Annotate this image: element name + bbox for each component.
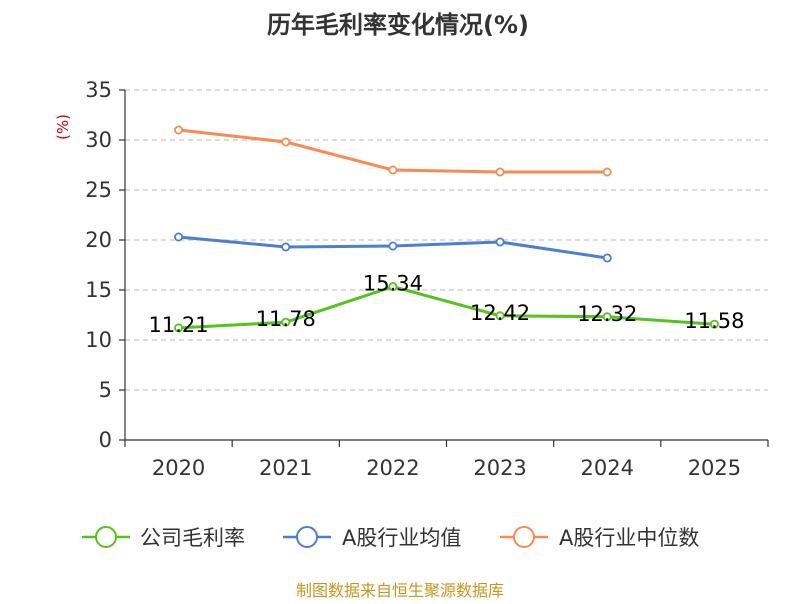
y-tick-label: 30 (85, 128, 112, 152)
legend-label-2: A股行业中位数 (559, 526, 699, 550)
series-point-1 (388, 241, 398, 251)
y-axis-unit: (%) (54, 114, 72, 140)
y-tick-label: 35 (85, 78, 112, 102)
series-point-0 (602, 312, 612, 322)
x-tick-label: 2025 (688, 456, 741, 480)
y-tick-label: 15 (85, 278, 112, 302)
x-tick-label: 2022 (366, 456, 419, 480)
y-tick-label: 0 (99, 428, 112, 452)
data-label: 12.42 (470, 301, 530, 325)
series-point-0 (174, 323, 184, 333)
series-point-2 (174, 125, 184, 135)
grid-lines (125, 89, 768, 391)
series-point-0 (388, 282, 398, 292)
series-point-1 (495, 237, 505, 247)
series-point-2 (281, 137, 291, 147)
data-label: 15.34 (363, 272, 423, 296)
data-label: 11.58 (684, 309, 744, 333)
y-tick-label: 25 (85, 178, 112, 202)
y-tick-label: 10 (85, 328, 112, 352)
series-lines (174, 125, 719, 333)
chart-title: 历年毛利率变化情况(%) (267, 11, 529, 39)
x-tick-label: 2021 (259, 456, 312, 480)
data-label: 11.78 (256, 307, 316, 331)
legend-marker-1 (296, 526, 318, 548)
series-point-0 (709, 319, 719, 329)
series-point-2 (388, 165, 398, 175)
series-point-0 (495, 311, 505, 321)
series-point-1 (602, 253, 612, 263)
series-line-0 (178, 285, 715, 330)
y-tick-label: 5 (99, 378, 112, 402)
series-point-2 (602, 167, 612, 177)
x-tick-label: 2020 (152, 456, 205, 480)
x-tick-label: 2024 (581, 456, 634, 480)
legend: 公司毛利率 A股行业均值 A股行业中位数 (82, 526, 699, 550)
data-label: 11.21 (149, 313, 209, 337)
data-label: 12.32 (577, 302, 637, 326)
x-tick-label: 2023 (473, 456, 526, 480)
legend-marker-0 (95, 526, 117, 548)
series-point-1 (281, 242, 291, 252)
y-tick-label: 20 (85, 228, 112, 252)
legend-label-0: 公司毛利率 (140, 526, 245, 550)
data-labels: 11.21 11.78 15.34 12.42 12.32 11.58 (149, 272, 745, 337)
series-point-1 (174, 232, 184, 242)
legend-label-1: A股行业均值 (342, 526, 461, 550)
legend-marker-2 (513, 526, 535, 548)
source-note: 制图数据来自恒生聚源数据库 (296, 581, 504, 600)
series-point-0 (281, 317, 291, 327)
series-point-2 (495, 167, 505, 177)
